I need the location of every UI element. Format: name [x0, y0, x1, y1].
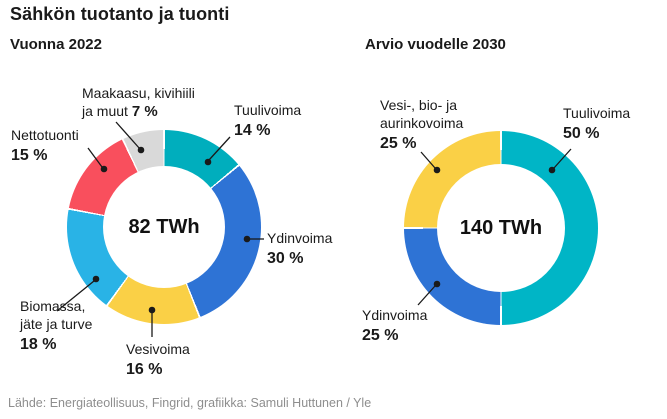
chart-subtitle-2022: Vuonna 2022	[10, 36, 102, 53]
slice-percent: 7 %	[131, 103, 158, 120]
slice-label-ydinvoima-2022: Ydinvoima 30 %	[267, 229, 332, 269]
donut-chart-2030: 140 TWh	[404, 131, 598, 325]
slice-label-ydinvoima-2030: Ydinvoima 25 %	[362, 306, 427, 346]
slice-label-text: Ydinvoima	[267, 230, 333, 246]
chart-subtitle-2030: Arvio vuodelle 2030	[365, 36, 506, 53]
slice-percent: 50 %	[563, 125, 600, 142]
slice-label-nettotuonti-2022: Nettotuonti 15 %	[11, 126, 79, 166]
slice-label-text: Ydinvoima	[362, 307, 428, 323]
slice-percent: 30 %	[267, 250, 304, 267]
page-title: Sähkön tuotanto ja tuonti	[10, 4, 230, 24]
slice-label-biomassa-2022: Biomassa, jäte ja turve 18 %	[20, 297, 92, 355]
slice-label-text: Nettotuonti	[11, 127, 79, 143]
slice-label-text: Vesivoima	[126, 341, 190, 357]
donut-center-total-2022: 82 TWh	[128, 215, 200, 238]
source-caption: Lähde: Energiateollisuus, Fingrid, grafi…	[8, 396, 372, 410]
slice-percent: 16 %	[126, 361, 163, 378]
slice-percent: 14 %	[234, 122, 271, 139]
slice-label-vesivoima-2022: Vesivoima 16 %	[126, 340, 190, 380]
slice-percent: 18 %	[20, 336, 57, 353]
slice-label-maakaasu-2022: Maakaasu, kivihiili ja muut 7 %	[82, 84, 195, 121]
slice-percent: 25 %	[362, 327, 399, 344]
slice-label-tuulivoima-2022: Tuulivoima 14 %	[234, 101, 301, 141]
slice-label-text: Tuulivoima	[563, 105, 631, 121]
slice-label-text: jäte ja turve	[20, 316, 93, 332]
donut-hole: 82 TWh	[103, 166, 225, 288]
slice-label-vesibio-2030: Vesi-, bio- ja aurinkovoima 25 %	[380, 96, 463, 154]
slice-label-text: Biomassa,	[20, 298, 86, 314]
slice-label-text: Vesi-, bio- ja	[380, 97, 458, 113]
donut-hole: 140 TWh	[437, 164, 565, 292]
slice-label-text: aurinkovoima	[380, 115, 464, 131]
donut-center-total-2030: 140 TWh	[459, 216, 543, 239]
slice-percent: 15 %	[11, 147, 48, 164]
slice-percent: 25 %	[380, 135, 417, 152]
slice-label-tuulivoima-2030: Tuulivoima 50 %	[563, 104, 630, 144]
slice-label-text: Tuulivoima	[234, 102, 302, 118]
donut-chart-2022: 82 TWh	[67, 130, 261, 324]
slice-label-text: ja muut 7 %	[82, 103, 158, 120]
slice-label-text: Maakaasu, kivihiili	[82, 85, 195, 101]
